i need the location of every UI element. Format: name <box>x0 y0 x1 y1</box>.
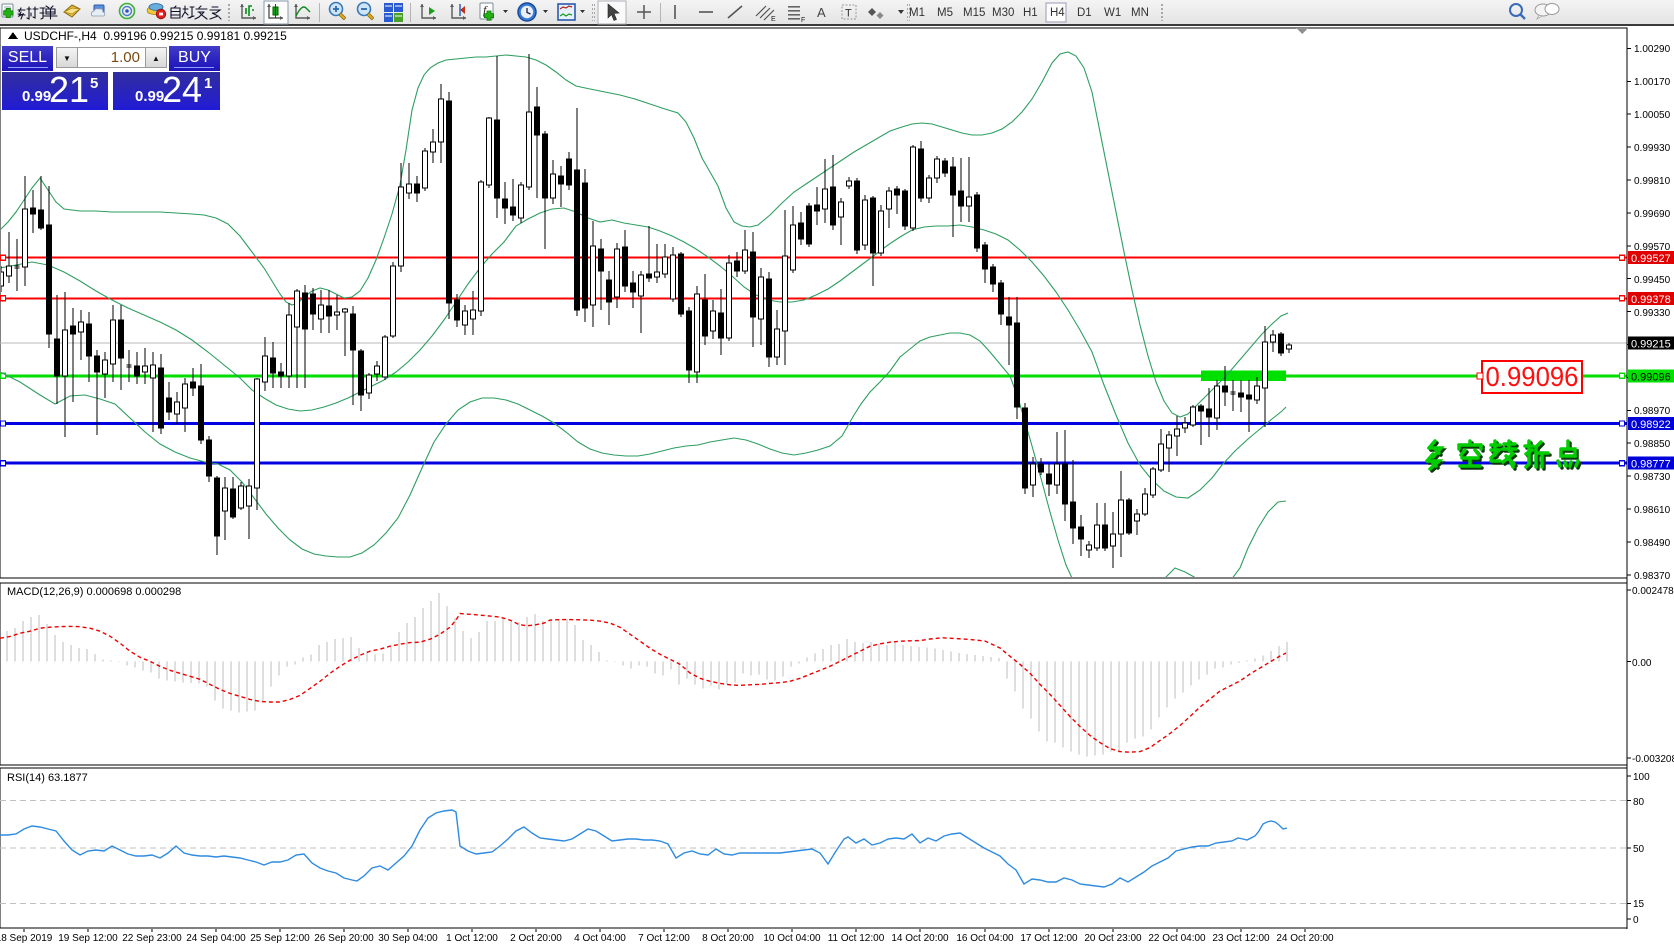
svg-text:0.98970: 0.98970 <box>1634 406 1671 417</box>
svg-text:0.98850: 0.98850 <box>1634 439 1671 450</box>
svg-text:16 Oct 04:00: 16 Oct 04:00 <box>956 933 1014 944</box>
svg-text:M30: M30 <box>992 7 1014 19</box>
svg-text:0.99330: 0.99330 <box>1634 308 1671 319</box>
svg-text:0.00: 0.00 <box>1632 658 1652 669</box>
svg-text:1.00290: 1.00290 <box>1634 44 1671 55</box>
svg-text:15: 15 <box>1633 899 1645 910</box>
svg-text:0.99930: 0.99930 <box>1634 143 1671 154</box>
svg-text:0.99378: 0.99378 <box>1631 294 1671 306</box>
svg-text:10 Oct 04:00: 10 Oct 04:00 <box>763 933 821 944</box>
svg-text:4 Oct 04:00: 4 Oct 04:00 <box>574 933 626 944</box>
svg-text:RSI(14) 63.1877: RSI(14) 63.1877 <box>7 772 88 784</box>
svg-text:11 Oct 12:00: 11 Oct 12:00 <box>828 933 885 944</box>
svg-text:14 Oct 20:00: 14 Oct 20:00 <box>891 933 949 944</box>
svg-text:19 Sep 12:00: 19 Sep 12:00 <box>58 933 118 944</box>
svg-text:8 Oct 20:00: 8 Oct 20:00 <box>702 933 754 944</box>
svg-text:H4: H4 <box>1050 7 1065 19</box>
svg-text:0.98610: 0.98610 <box>1634 505 1671 516</box>
svg-text:23 Oct 12:00: 23 Oct 12:00 <box>1212 933 1270 944</box>
svg-text:E: E <box>771 16 776 23</box>
svg-text:0.98490: 0.98490 <box>1634 538 1671 549</box>
svg-text:22 Oct 04:00: 22 Oct 04:00 <box>1148 933 1206 944</box>
svg-text:0.98922: 0.98922 <box>1631 419 1671 431</box>
svg-text:0.98370: 0.98370 <box>1634 571 1671 582</box>
svg-text:30 Sep 04:00: 30 Sep 04:00 <box>378 933 438 944</box>
svg-text:0.99810: 0.99810 <box>1634 176 1671 187</box>
svg-text:0.99215: 0.99215 <box>1631 339 1671 351</box>
svg-text:1.00050: 1.00050 <box>1634 110 1671 121</box>
svg-text:0.98730: 0.98730 <box>1634 472 1671 483</box>
svg-text:26 Sep 20:00: 26 Sep 20:00 <box>314 933 374 944</box>
svg-text:-0.003208: -0.003208 <box>1632 754 1674 765</box>
svg-text:17 Oct 12:00: 17 Oct 12:00 <box>1020 933 1078 944</box>
svg-text:50: 50 <box>1633 844 1645 855</box>
svg-text:0.99527: 0.99527 <box>1631 253 1671 265</box>
svg-text:100: 100 <box>1633 772 1650 783</box>
svg-text:f: f <box>483 3 488 17</box>
svg-text:A: A <box>817 5 826 20</box>
svg-text:MACD(12,26,9) 0.000698 0.00029: MACD(12,26,9) 0.000698 0.000298 <box>7 586 181 598</box>
svg-text:M5: M5 <box>937 7 953 19</box>
svg-text:80: 80 <box>1633 797 1645 808</box>
svg-text:2 Oct 20:00: 2 Oct 20:00 <box>510 933 562 944</box>
svg-text:0.99690: 0.99690 <box>1634 209 1671 220</box>
svg-text:0.98777: 0.98777 <box>1631 459 1671 471</box>
svg-text:0.99096: 0.99096 <box>1486 361 1579 392</box>
svg-text:22 Sep 23:00: 22 Sep 23:00 <box>122 933 182 944</box>
svg-text:W1: W1 <box>1104 7 1121 19</box>
svg-text:18 Sep 2019: 18 Sep 2019 <box>0 933 53 944</box>
svg-text:24 Sep 04:00: 24 Sep 04:00 <box>186 933 246 944</box>
svg-text:7 Oct 12:00: 7 Oct 12:00 <box>638 933 690 944</box>
svg-text:M15: M15 <box>963 7 985 19</box>
svg-text:20 Oct 23:00: 20 Oct 23:00 <box>1084 933 1142 944</box>
svg-text:1 Oct 12:00: 1 Oct 12:00 <box>446 933 498 944</box>
svg-text:1.00170: 1.00170 <box>1634 77 1671 88</box>
svg-text:USDCHF-,H4 0.99196 0.99215 0.: USDCHF-,H4 0.99196 0.99215 0.99181 0.992… <box>24 29 287 43</box>
svg-text:0.99096: 0.99096 <box>1631 371 1671 383</box>
svg-text:24 Oct 20:00: 24 Oct 20:00 <box>1276 933 1334 944</box>
svg-text:M1: M1 <box>909 7 925 19</box>
svg-text:0.99450: 0.99450 <box>1634 275 1671 286</box>
svg-text:H1: H1 <box>1023 7 1038 19</box>
svg-text:0: 0 <box>1633 915 1639 926</box>
svg-text:0.002478: 0.002478 <box>1632 586 1674 597</box>
svg-text:25 Sep 12:00: 25 Sep 12:00 <box>250 933 310 944</box>
svg-text:D1: D1 <box>1077 7 1092 19</box>
svg-text:F: F <box>801 17 805 24</box>
svg-text:T: T <box>845 8 852 20</box>
svg-text:MN: MN <box>1131 7 1149 19</box>
svg-text:0.99570: 0.99570 <box>1634 242 1671 253</box>
